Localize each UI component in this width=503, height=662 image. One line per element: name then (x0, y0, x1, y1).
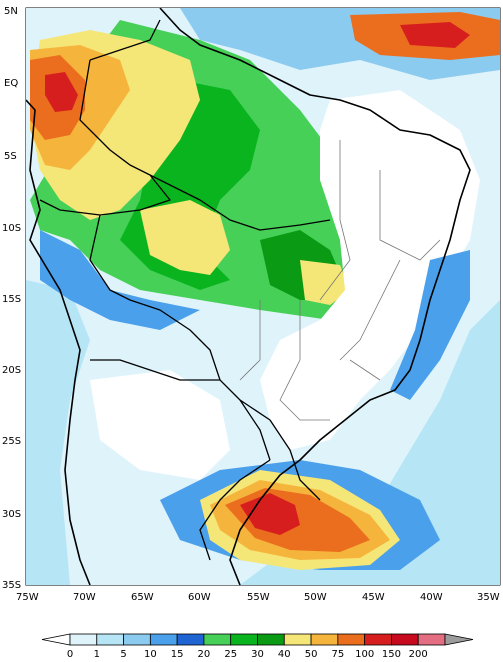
longitude-axis: 75W 70W 65W 60W 55W 50W 45W 40W 35W (16, 592, 500, 603)
lon-label: 35W (477, 592, 500, 603)
legend-label: 10 (144, 649, 157, 660)
legend-arrow-high (444, 633, 474, 646)
field-light-blue-south (240, 300, 500, 585)
lat-label: 5S (4, 151, 17, 162)
lon-label: 75W (16, 592, 39, 603)
lat-label: 15S (2, 294, 21, 305)
legend-label: 50 (305, 649, 318, 660)
legend-swatch (69, 633, 98, 646)
legend-label: 20 (198, 649, 211, 660)
field-yellow-center (140, 200, 230, 275)
field-dry-southwest (90, 370, 230, 480)
legend-label: 100 (355, 649, 374, 660)
legend-swatch (417, 633, 446, 646)
lon-label: 65W (131, 592, 154, 603)
legend-swatch (310, 633, 339, 646)
legend-label: 150 (382, 649, 401, 660)
country-borders (39, 19, 331, 561)
lon-label: 45W (362, 592, 385, 603)
lat-label: 35S (2, 580, 21, 591)
lat-label: 25S (2, 436, 21, 447)
field-light-blue-west (26, 280, 90, 585)
lat-label: 5N (4, 6, 18, 17)
lon-label: 55W (247, 592, 270, 603)
legend-swatch (283, 633, 312, 646)
legend-swatch (391, 633, 419, 646)
legend-swatch (176, 633, 205, 646)
lon-label: 60W (188, 592, 211, 603)
lat-label: EQ (4, 78, 18, 89)
legend-swatch (230, 633, 258, 646)
field-blue-coast (390, 250, 470, 400)
field-yellow-east (300, 260, 350, 305)
field-blue-band-west (40, 230, 200, 330)
legend-label: 40 (278, 649, 291, 660)
lat-label: 20S (2, 365, 21, 376)
legend-label: 30 (251, 649, 264, 660)
legend-label: 75 (331, 649, 344, 660)
legend-label: 0 (67, 649, 73, 660)
latitude-axis: 5N EQ 5S 10S 15S 20S 25S 30S 35S (2, 6, 21, 591)
field-red-atlantic (400, 22, 470, 48)
color-legend: 0 1 5 10 15 20 25 30 40 50 75 100 150 200 (41, 633, 474, 660)
legend-arrow-low (41, 633, 71, 646)
legend-swatch (96, 633, 124, 646)
lat-label: 10S (2, 223, 21, 234)
legend-label: 200 (409, 649, 428, 660)
legend-label: 25 (224, 649, 237, 660)
lon-label: 50W (304, 592, 327, 603)
lon-label: 70W (73, 592, 96, 603)
legend-label: 1 (94, 649, 100, 660)
legend-swatch (257, 633, 285, 646)
legend-swatch (364, 633, 392, 646)
legend-swatch (337, 633, 366, 646)
lon-label: 40W (420, 592, 443, 603)
legend-swatch (203, 633, 232, 646)
lat-label: 30S (2, 509, 21, 520)
legend-swatch (149, 633, 178, 646)
state-borders (239, 140, 441, 421)
field-darkred-northwest (45, 72, 78, 112)
coastline (26, 8, 471, 585)
legend-swatch (123, 633, 151, 646)
coastline-and-borders (26, 8, 471, 585)
field-dry-interior (260, 90, 480, 450)
legend-label: 5 (120, 649, 126, 660)
field-darkred-south (240, 493, 300, 535)
legend-label: 15 (171, 649, 184, 660)
